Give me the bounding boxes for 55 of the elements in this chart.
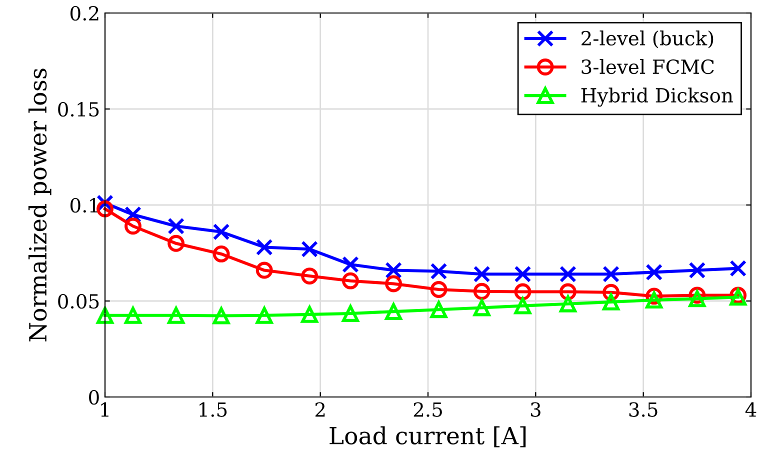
point	[646, 292, 663, 309]
point	[646, 264, 663, 281]
point	[342, 272, 359, 290]
point	[688, 290, 706, 308]
legend-label: 3-level FCMC	[582, 59, 714, 74]
y-tick-label: 0.2	[70, 6, 98, 21]
point	[168, 234, 185, 252]
point	[124, 306, 142, 324]
point	[473, 266, 490, 283]
point	[301, 268, 318, 285]
point	[385, 275, 402, 292]
x-tick-label: 1	[101, 402, 108, 417]
point	[430, 281, 448, 298]
point	[430, 301, 448, 318]
point	[212, 245, 230, 262]
point	[212, 307, 230, 324]
x-tick-label: 3	[530, 402, 540, 417]
point	[514, 266, 532, 283]
point	[730, 260, 747, 277]
point	[342, 256, 359, 273]
y-tick-label: 0.05	[58, 294, 99, 309]
point	[559, 266, 576, 283]
point	[256, 306, 273, 324]
point	[473, 282, 490, 300]
point	[430, 262, 448, 280]
y-axis-title: Normalized power loss	[28, 68, 52, 342]
point	[342, 305, 359, 322]
point	[96, 200, 114, 218]
point	[559, 295, 576, 312]
x-tick-label: 2.5	[414, 402, 442, 417]
y-tick-label: 0	[89, 390, 99, 405]
x-tick-label: 4	[745, 402, 756, 417]
y-tick-label: 0.15	[58, 102, 99, 117]
point	[473, 299, 490, 316]
y-tick-label: 0.1	[70, 198, 98, 213]
point	[212, 223, 230, 240]
point	[385, 262, 402, 279]
point	[602, 266, 620, 283]
point	[124, 218, 142, 235]
legend-label: 2-level (buck)	[582, 30, 714, 48]
point	[688, 262, 706, 279]
point	[602, 293, 620, 310]
x-tick-label: 3.5	[629, 402, 658, 417]
x-tick-label: 2	[315, 402, 325, 417]
point	[301, 240, 318, 258]
point	[168, 218, 185, 235]
x-tick-label: 1.5	[200, 402, 227, 417]
point	[385, 303, 402, 320]
point	[168, 306, 185, 324]
point	[256, 238, 273, 256]
x-axis-title: Load current [A]	[330, 426, 526, 448]
point	[514, 297, 532, 314]
point	[256, 262, 273, 279]
legend-label: Hybrid Dickson	[581, 88, 733, 107]
point	[301, 306, 318, 323]
